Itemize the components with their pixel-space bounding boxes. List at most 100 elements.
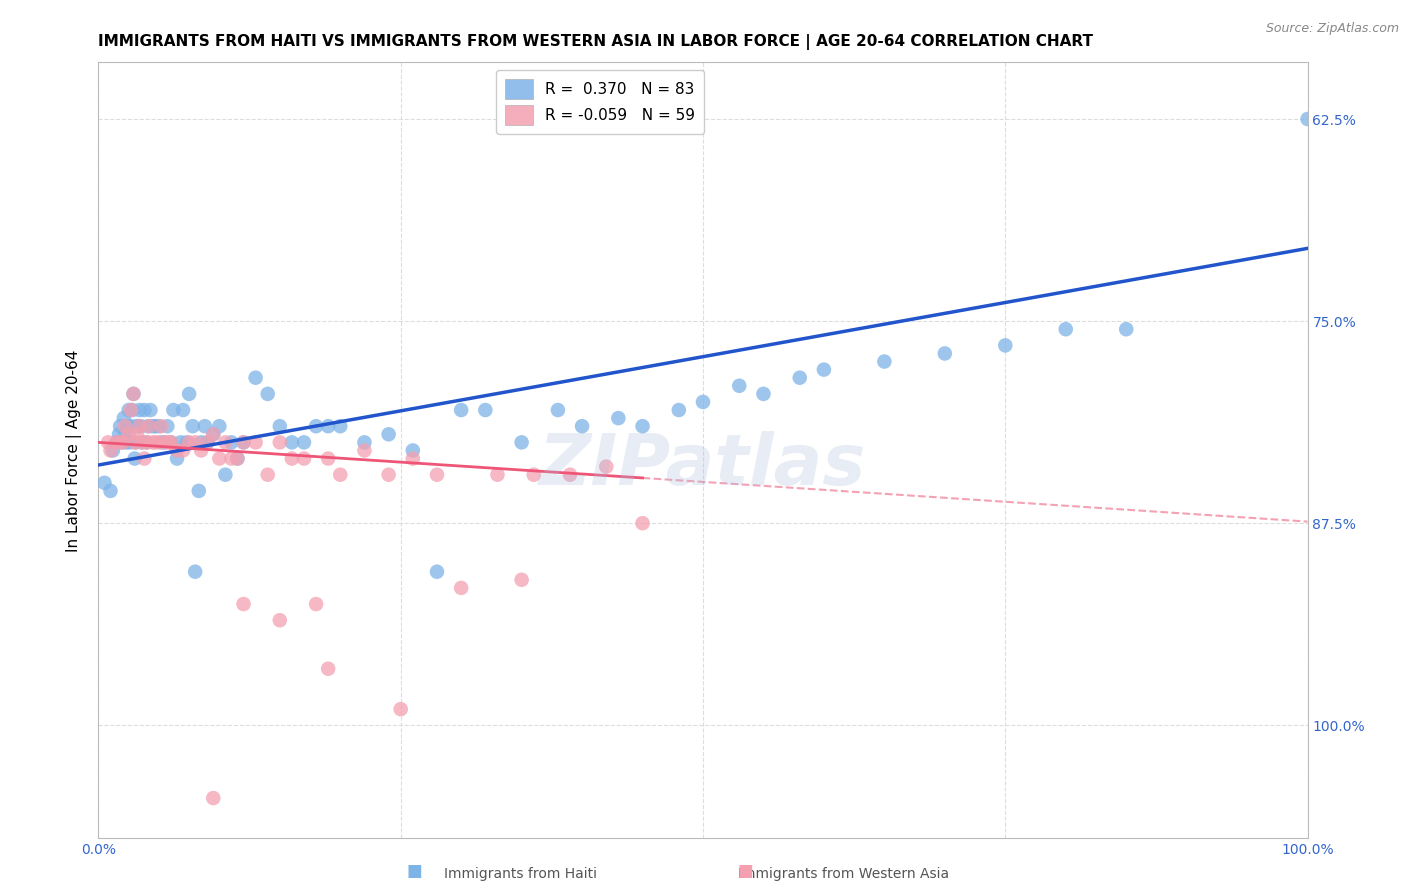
Point xyxy=(114,427,136,442)
Point xyxy=(316,451,339,466)
Point xyxy=(160,435,183,450)
Point xyxy=(377,427,399,442)
Point xyxy=(114,419,136,434)
Point xyxy=(143,435,166,450)
Point xyxy=(873,354,896,368)
Point xyxy=(221,435,243,450)
Point xyxy=(117,419,139,434)
Point xyxy=(194,419,217,434)
Point xyxy=(127,419,149,434)
Point xyxy=(269,435,291,450)
Point xyxy=(1054,322,1077,336)
Point xyxy=(162,403,184,417)
Point xyxy=(142,435,165,450)
Point xyxy=(269,419,291,434)
Point xyxy=(692,395,714,409)
Point xyxy=(138,419,160,434)
Point xyxy=(245,435,267,450)
Point xyxy=(131,435,153,450)
Point xyxy=(166,443,188,458)
Point xyxy=(118,403,141,417)
Point xyxy=(353,435,375,450)
Text: ■: ■ xyxy=(737,863,754,880)
Point xyxy=(134,403,156,417)
Point xyxy=(184,565,207,579)
Point xyxy=(124,435,146,450)
Point xyxy=(179,435,201,450)
Point xyxy=(105,435,128,450)
Point xyxy=(120,403,142,417)
Point xyxy=(226,451,249,466)
Point xyxy=(571,419,593,434)
Point xyxy=(127,427,149,442)
Point xyxy=(994,338,1017,352)
Point xyxy=(122,387,145,401)
Point xyxy=(226,451,249,466)
Text: ■: ■ xyxy=(406,863,423,880)
Point xyxy=(118,427,141,442)
Point xyxy=(486,467,509,482)
Point xyxy=(232,435,254,450)
Point xyxy=(208,419,231,434)
Point xyxy=(232,597,254,611)
Point xyxy=(156,419,179,434)
Point xyxy=(181,419,204,434)
Point xyxy=(208,451,231,466)
Point xyxy=(101,443,124,458)
Point xyxy=(148,419,170,434)
Point xyxy=(292,435,315,450)
Point xyxy=(179,387,201,401)
Point xyxy=(631,516,654,531)
Point xyxy=(1115,322,1137,336)
Point xyxy=(100,483,122,498)
Point xyxy=(523,467,546,482)
Point xyxy=(184,435,207,450)
Point xyxy=(108,435,131,450)
Point xyxy=(474,403,496,417)
Point xyxy=(450,581,472,595)
Point xyxy=(111,435,134,450)
Point xyxy=(752,387,775,401)
Point xyxy=(202,427,225,442)
Point xyxy=(108,427,131,442)
Point xyxy=(111,435,134,450)
Point xyxy=(558,467,581,482)
Point xyxy=(668,403,690,417)
Point xyxy=(150,419,173,434)
Point xyxy=(93,475,115,490)
Point xyxy=(115,435,138,450)
Point xyxy=(128,403,150,417)
Point xyxy=(353,443,375,458)
Point xyxy=(124,451,146,466)
Point xyxy=(187,483,209,498)
Point xyxy=(195,435,218,450)
Point xyxy=(105,435,128,450)
Point xyxy=(402,443,425,458)
Point xyxy=(169,435,191,450)
Point xyxy=(143,419,166,434)
Text: Immigrants from Haiti: Immigrants from Haiti xyxy=(444,867,596,881)
Point xyxy=(292,451,315,466)
Point xyxy=(202,791,225,805)
Point xyxy=(789,370,811,384)
Point xyxy=(148,435,170,450)
Point xyxy=(402,451,425,466)
Legend: R =  0.370   N = 83, R = -0.059   N = 59: R = 0.370 N = 83, R = -0.059 N = 59 xyxy=(496,70,704,134)
Point xyxy=(202,427,225,442)
Point xyxy=(136,419,159,434)
Text: Immigrants from Western Asia: Immigrants from Western Asia xyxy=(738,867,949,881)
Point xyxy=(172,403,194,417)
Text: IMMIGRANTS FROM HAITI VS IMMIGRANTS FROM WESTERN ASIA IN LABOR FORCE | AGE 20-64: IMMIGRANTS FROM HAITI VS IMMIGRANTS FROM… xyxy=(98,34,1094,50)
Point xyxy=(426,565,449,579)
Point xyxy=(112,411,135,425)
Point xyxy=(121,403,143,417)
Point xyxy=(139,403,162,417)
Point xyxy=(166,451,188,466)
Point xyxy=(281,451,304,466)
Point xyxy=(120,419,142,434)
Point xyxy=(232,435,254,450)
Point xyxy=(214,435,236,450)
Point xyxy=(214,467,236,482)
Point xyxy=(108,419,131,434)
Point xyxy=(125,435,148,450)
